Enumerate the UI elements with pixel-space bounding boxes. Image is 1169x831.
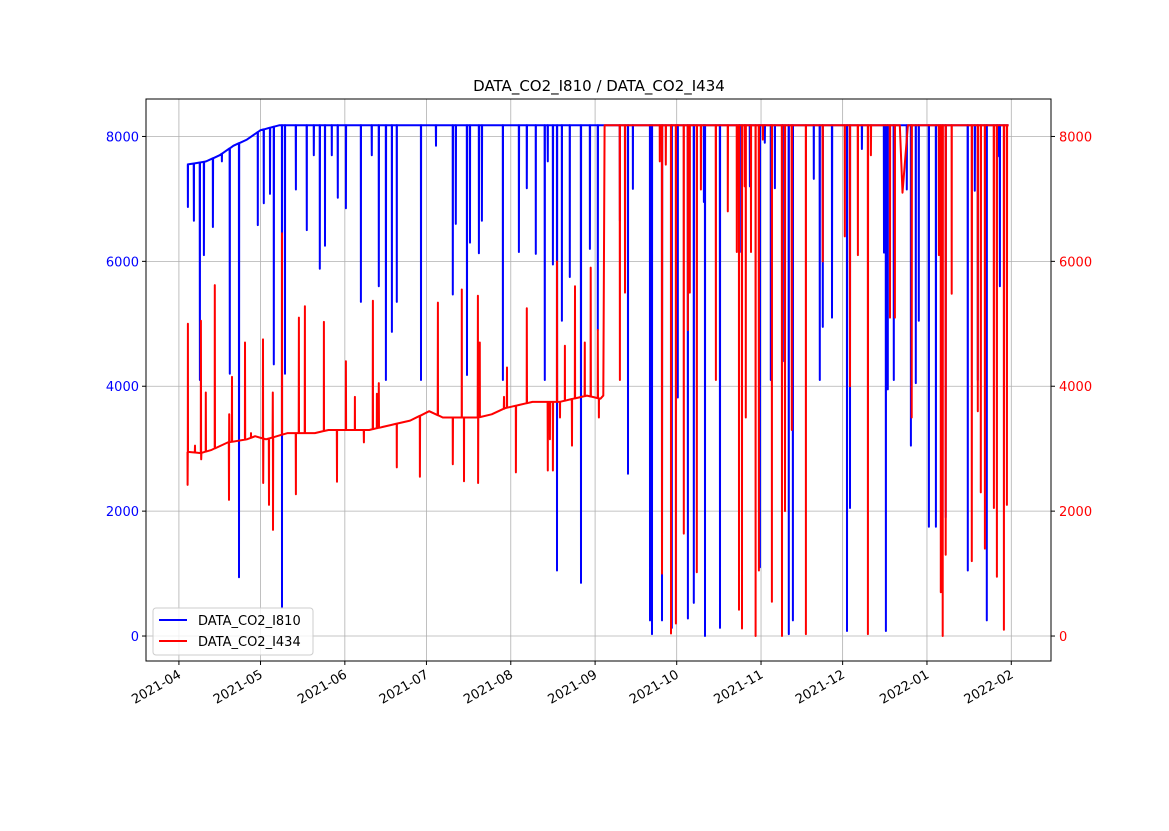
- y-left-tick-label: 6000: [106, 255, 139, 270]
- axes-frame: [145, 98, 1052, 662]
- legend: DATA_CO2_I810 DATA_CO2_I434: [152, 607, 314, 656]
- y-right-tick-label: 8000: [1059, 130, 1092, 145]
- y-left-tick-label: 4000: [106, 380, 139, 395]
- y-right-tick-label: 6000: [1059, 255, 1092, 270]
- y-right-tick-label: 2000: [1059, 505, 1092, 520]
- plot-area: [186, 124, 1009, 637]
- y-left-tick-label: 0: [131, 630, 139, 645]
- legend-label-i810: DATA_CO2_I810: [198, 614, 301, 629]
- y-left-tick-label: 2000: [106, 505, 139, 520]
- series-line-data-co2-i434: [186, 124, 1009, 637]
- legend-label-i434: DATA_CO2_I434: [198, 635, 301, 650]
- chart-title: DATA_CO2_I810 / DATA_CO2_I434: [473, 77, 725, 96]
- y-left-tick-label: 8000: [106, 130, 139, 145]
- y-right-tick-label: 0: [1059, 630, 1067, 645]
- y-right-tick-label: 4000: [1059, 380, 1092, 395]
